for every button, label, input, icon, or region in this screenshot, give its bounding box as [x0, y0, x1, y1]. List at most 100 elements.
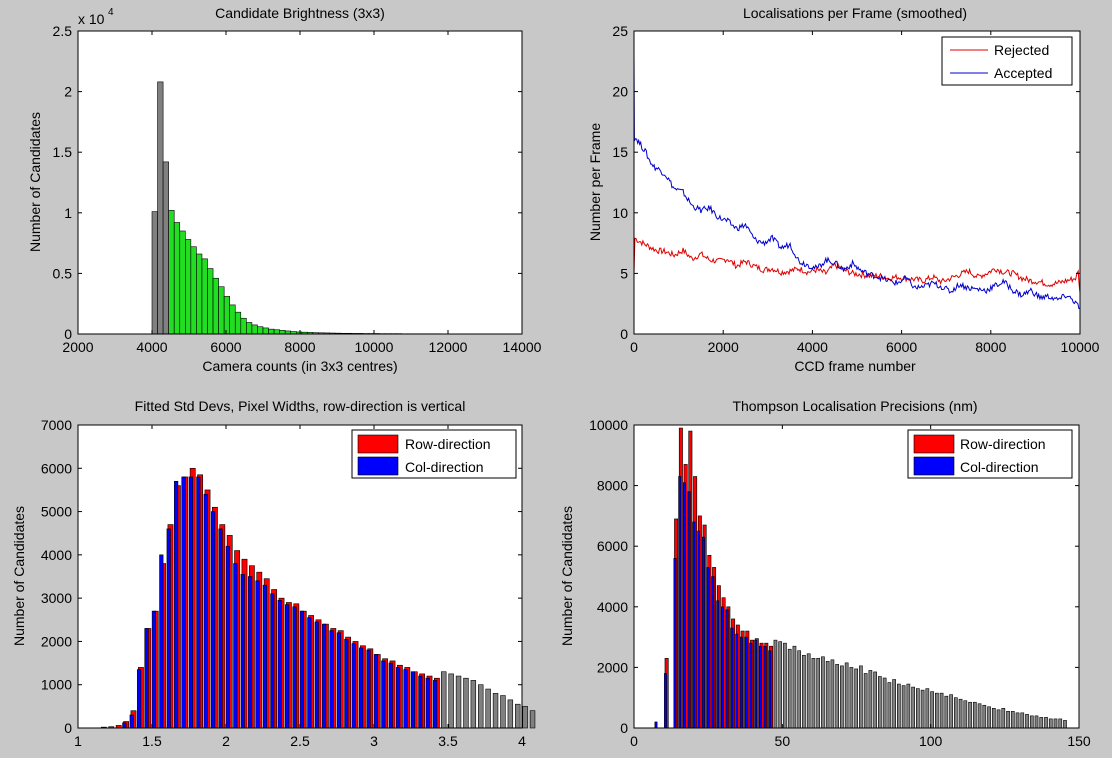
- tick-group: 0 2000 4000 6000 8000 10000 0 5 10 15 20 25: [612, 23, 1099, 355]
- bar-rejected: [811, 658, 816, 729]
- plot-frame: [633, 30, 1081, 335]
- bar-rejected: [972, 701, 977, 729]
- bar-accepted: [179, 230, 186, 335]
- bar-rejected: [968, 701, 972, 729]
- x-tick-label: 6000: [886, 339, 917, 355]
- bar-rejected: [802, 654, 806, 729]
- bar-accepted: [196, 253, 203, 335]
- legend: Row-direction Col-direction: [907, 429, 1073, 479]
- x-tick-label: 1.5: [142, 733, 162, 749]
- y-tick-label: 10000: [589, 417, 628, 433]
- bar-accepted: [279, 330, 286, 335]
- bar-col: [373, 654, 379, 729]
- bar-rejected: [830, 659, 835, 729]
- y-tick-label: 15: [612, 144, 628, 160]
- bar-rejected: [1044, 717, 1048, 729]
- bar-col: [418, 675, 423, 729]
- bar-rejected: [925, 688, 930, 729]
- y-tick-label: 4000: [597, 599, 628, 615]
- bar-rejected: [515, 703, 521, 729]
- bar-rejected: [944, 695, 949, 729]
- legend: Row-direction Col-direction: [351, 429, 517, 479]
- line-group: [633, 55, 1081, 309]
- bar-rejected: [892, 679, 896, 729]
- bar-col: [218, 528, 223, 729]
- x-tick-label: 14000: [503, 339, 542, 355]
- bar-rejected: [441, 671, 447, 729]
- bar-rejected: [1039, 717, 1044, 729]
- bar-rejected: [529, 710, 536, 729]
- x-tick-label: 150: [1067, 733, 1091, 749]
- y-axis-label: Number per Frame: [587, 123, 603, 241]
- x-tick-label: 8000: [284, 339, 315, 355]
- bar-rejected: [958, 698, 963, 729]
- x-tick-label: 8000: [975, 339, 1006, 355]
- bar-rejected: [1020, 712, 1025, 729]
- legend-swatch-row: [357, 434, 399, 454]
- bar-col: [425, 677, 430, 729]
- tick-group: 2000 4000 6000 8000 10000 12000 14000 0 0.5 1 1.5 2…: [53, 23, 542, 355]
- bar-rejected: [816, 658, 821, 729]
- bar-rejected: [887, 682, 892, 729]
- x-tick-label: 12000: [429, 339, 468, 355]
- bar-col: [351, 643, 356, 729]
- plot-frame: [633, 424, 1080, 729]
- panel-fitted-std-devs: 1 1.5 2 2.5 3 3.5 4 0 1000 2000 3000 4000 5000 6000 70…: [11, 398, 536, 749]
- bar-accepted: [201, 258, 208, 335]
- tick-group: 1 1.5 2 2.5 3 3.5 4 0 1000 2000 3000 4000 5000 6000 70…: [41, 417, 526, 749]
- x-tick-label: 2: [222, 733, 230, 749]
- bar-rejected: [470, 680, 477, 729]
- legend-label-col: Col-direction: [405, 459, 484, 475]
- y-tick-label: 3000: [41, 590, 72, 606]
- bar-rejected: [868, 670, 873, 729]
- bar-rejected: [930, 691, 934, 729]
- y-tick-label: 2.5: [53, 23, 73, 39]
- y-exponent-power: 4: [108, 7, 114, 18]
- x-axis-label: Camera counts (in 3x3 centres): [202, 358, 397, 374]
- bar-accepted: [268, 328, 275, 335]
- x-tick-label: 4: [518, 733, 526, 749]
- x-tick-label: 2.5: [290, 733, 310, 749]
- bar-col: [122, 722, 127, 729]
- bar-rejected: [806, 653, 811, 729]
- bar-col: [307, 617, 312, 729]
- bar-rejected: [835, 664, 840, 729]
- bar-col: [683, 482, 686, 729]
- bar-rejected: [500, 695, 506, 729]
- x-tick-label: 0: [630, 339, 638, 355]
- bar-rejected: [492, 693, 499, 729]
- bar-accepted: [168, 210, 175, 335]
- bar-col: [336, 632, 342, 729]
- bar-rejected: [859, 665, 863, 729]
- bar-accepted: [190, 246, 197, 335]
- bar-col: [344, 638, 349, 729]
- bar-rejected: [1053, 718, 1058, 729]
- bar-col: [322, 623, 327, 729]
- x-tick-label: 50: [775, 733, 791, 749]
- legend-swatch-col: [913, 456, 955, 476]
- bar-rejected: [996, 709, 1001, 729]
- x-tick-label: 3.5: [438, 733, 458, 749]
- x-tick-label: 4000: [136, 339, 167, 355]
- y-tick-label: 4000: [41, 547, 72, 563]
- bar-col: [166, 528, 171, 729]
- bar-rejected: [977, 703, 982, 729]
- bar-col: [758, 645, 762, 729]
- y-axis-label: Number of Candidates: [27, 112, 43, 252]
- bar-col: [388, 662, 393, 729]
- legend-swatch-row: [913, 434, 955, 454]
- x-tick-label: 10000: [355, 339, 394, 355]
- bar-accepted: [173, 222, 181, 335]
- x-tick-label: 1: [74, 733, 82, 749]
- bar-col: [248, 576, 253, 729]
- y-tick-label: 20: [612, 84, 628, 100]
- legend: Rejected Accepted: [941, 36, 1073, 86]
- bar-col: [763, 645, 767, 729]
- tick-group: 0 50 100 150 0 2000 4000 6000 8000 10000: [589, 417, 1091, 749]
- bar-rejected: [882, 677, 887, 729]
- legend-swatch-col: [357, 456, 399, 476]
- bar-rejected: [1015, 712, 1020, 729]
- bar-col: [151, 610, 156, 729]
- bar-rejected: [478, 684, 484, 729]
- bar-rejected: [906, 683, 911, 729]
